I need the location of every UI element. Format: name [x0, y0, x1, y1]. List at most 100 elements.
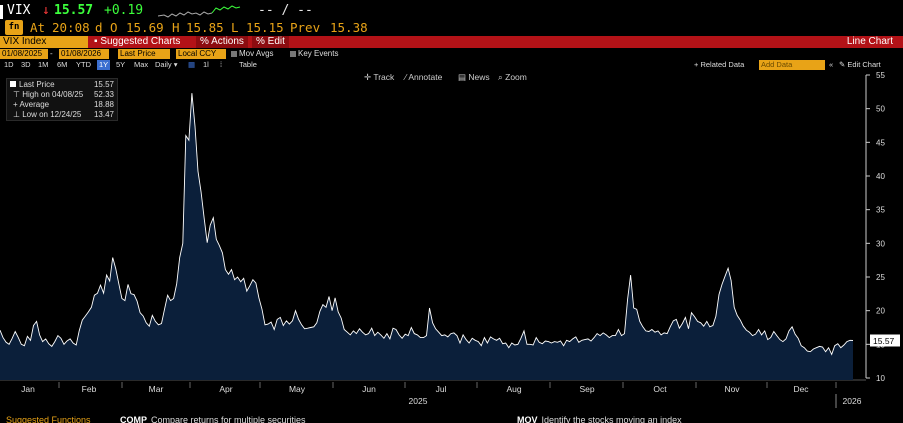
suggestion-mov[interactable]: MOV Identify the stocks moving an index [517, 415, 682, 423]
low-marker-icon: ⊥ [13, 110, 23, 119]
suggested-functions-label[interactable]: Suggested Functions [6, 415, 91, 423]
frequency-select[interactable]: Daily ▾ [155, 60, 178, 69]
prev-label: Prev [290, 20, 321, 35]
annotate-tool[interactable]: ⁄ Annotate [405, 72, 442, 82]
legend-low-label: Low on 12/24/25 [22, 110, 82, 119]
range-max[interactable]: Max [134, 60, 149, 69]
year-label: 2026 [843, 396, 862, 406]
range-1d[interactable]: 1D [4, 60, 14, 69]
key-events-label: Key Events [298, 49, 339, 58]
key-events-toggle[interactable]: Key Events [290, 49, 338, 59]
suggested-functions-bar: Suggested Functions COMP Compare returns … [0, 413, 903, 423]
function-badge-icon[interactable]: fn [5, 20, 23, 35]
high-value: 15.85 [186, 20, 224, 35]
price-chart[interactable]: 1015202530354045505515.57JanFebMarAprMay… [0, 70, 903, 410]
last-value-box [870, 334, 900, 347]
suggestion-comp[interactable]: COMP Compare returns for multiple securit… [120, 415, 306, 423]
down-arrow-icon: ↓ [42, 3, 50, 18]
at-label: At [30, 20, 46, 35]
toolbar-redbar: VIX Index ▪ Suggested Charts % Actions %… [0, 36, 903, 48]
range-ytd[interactable]: YTD [76, 60, 91, 69]
y-tick-label: 25 [876, 273, 885, 282]
zoom-icon: ⌕ [498, 72, 506, 82]
mov-avgs-toggle[interactable]: Mov Avgs [231, 49, 274, 59]
y-tick-label: 40 [876, 172, 885, 181]
date-separator: - [50, 49, 53, 58]
x-tick-label: Nov [724, 384, 740, 394]
series-line [0, 93, 854, 356]
legend-high-value: 52.33 [93, 90, 114, 99]
range-6m[interactable]: 6M [57, 60, 68, 69]
range-3d[interactable]: 3D [21, 60, 31, 69]
chart-type-icon[interactable]: ▦ [188, 60, 196, 69]
range-1m[interactable]: 1M [38, 60, 49, 69]
edit-label: Edit [267, 36, 285, 47]
x-tick-label: Feb [82, 384, 97, 394]
legend-high: ⊤ High on 04/08/25 [13, 90, 83, 100]
legend-low-value: 13.47 [93, 110, 114, 119]
table-button[interactable]: Table [239, 60, 257, 69]
series-swatch-icon [10, 81, 16, 87]
frequency-label: Daily [155, 60, 172, 69]
suggestion-text: Identify the stocks moving an index [541, 415, 682, 423]
x-tick-label: Jun [362, 384, 376, 394]
end-date-field[interactable]: 01/08/2026 [59, 49, 109, 59]
edit-chart-button[interactable]: ✎ Edit Chart [839, 60, 881, 70]
edit-menu[interactable]: % Edit [252, 36, 289, 48]
y-tick-label: 30 [876, 239, 885, 248]
net-change: +0.19 [104, 3, 144, 18]
range-5y[interactable]: 5Y [116, 60, 126, 69]
legend-high-label: High on 04/08/25 [22, 90, 84, 99]
related-data-button[interactable]: + Related Data [694, 60, 745, 69]
quote-header: VIX ↓ 15.57 +0.19 -- / -- [0, 2, 903, 20]
chart-legend[interactable]: Last Price 15.57 ⊤ High on 04/08/25 52.3… [6, 78, 118, 121]
start-date-field[interactable]: 01/08/2025 [0, 49, 48, 59]
d-label: d [95, 20, 103, 35]
grid-icon[interactable]: ⁞ [220, 60, 223, 69]
ticker-symbol[interactable]: VIX [7, 3, 31, 18]
news-tool[interactable]: ▤ News [458, 72, 490, 83]
checkbox-icon [290, 50, 296, 57]
last-value-label: 15.57 [873, 336, 895, 346]
zoom-label: Zoom [505, 72, 527, 82]
legend-last-price-value: 15.57 [93, 80, 114, 89]
x-tick-label: Aug [506, 384, 521, 394]
suggested-charts-label: Suggested Charts [100, 36, 181, 47]
news-label: News [468, 72, 490, 82]
view-name[interactable]: Line Chart [846, 36, 893, 47]
checkbox-icon [231, 50, 237, 57]
x-tick-label: Jul [436, 384, 447, 394]
suggested-charts-menu[interactable]: ▪ Suggested Charts [94, 36, 180, 48]
track-tool[interactable]: ✛ Track [364, 72, 394, 83]
open-label: O [110, 20, 118, 35]
crosshair-icon: ✛ [364, 72, 374, 82]
range-row: 1D 3D 1M 6M YTD 1Y 5Y Max Daily ▾ ▦ 1l ⁞… [0, 60, 903, 70]
chart-area[interactable]: 1015202530354045505515.57JanFebMarAprMay… [0, 70, 903, 410]
ticker-marker [0, 5, 3, 19]
collapse-icon[interactable]: « [829, 60, 834, 69]
y-tick-label: 45 [876, 138, 885, 147]
x-tick-label: Mar [149, 384, 164, 394]
open-value: 15.69 [126, 20, 164, 35]
zoom-tool[interactable]: ⌕ Zoom [498, 72, 527, 83]
security-field[interactable]: VIX Index [0, 36, 88, 48]
frequency-icon[interactable]: 1l [203, 60, 209, 69]
y-tick-label: 20 [876, 307, 885, 316]
track-label: Track [373, 72, 395, 82]
high-marker-icon: ⊤ [13, 90, 23, 99]
prev-value: 15.38 [330, 20, 368, 35]
range-1y[interactable]: 1Y [97, 60, 111, 70]
bid-ask: -- / -- [258, 3, 313, 18]
mov-avgs-label: Mov Avgs [239, 49, 274, 58]
annotate-icon: ⁄ [405, 72, 409, 82]
price-field-select[interactable]: Last Price [118, 49, 170, 59]
x-tick-label: May [289, 384, 306, 394]
x-tick-label: Oct [653, 384, 667, 394]
actions-menu[interactable]: % Actions [196, 36, 248, 48]
suggestion-code: COMP [120, 415, 147, 423]
high-label: H [172, 20, 180, 35]
percent-icon: % [200, 36, 212, 47]
add-data-input[interactable]: Add Data [759, 60, 825, 70]
legend-last-price: Last Price [10, 80, 55, 90]
currency-select[interactable]: Local CCY [176, 49, 226, 59]
